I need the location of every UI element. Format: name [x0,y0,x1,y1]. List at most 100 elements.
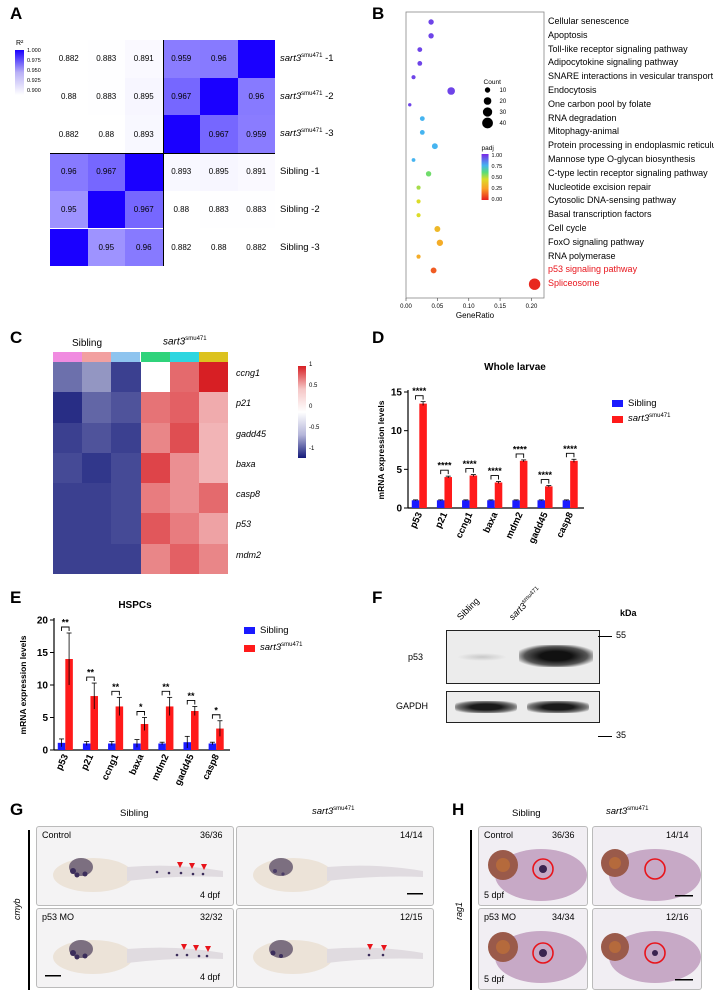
heatmap-sample-bar [140,352,170,362]
panel-label-f: F [372,588,383,607]
go-point [411,158,416,162]
corr-cell: 0.882 [162,228,200,267]
sig-bracket [490,475,499,480]
y-tick-label: 5 [42,713,48,724]
heatmap-legend-ticks: 1 0.5 0 -0.5 -1 [309,362,333,462]
heatmap-cell [169,513,200,545]
corr-row-label: sart3smu471 -2 [280,90,334,102]
x-tick-label: ccng1 [100,752,122,782]
go-count-title: Count [484,79,502,86]
y-tick-label: 15 [37,648,49,659]
heatmap-cell [198,452,229,484]
heatmap-cell [82,452,112,484]
corr-divider-v [162,40,164,266]
heatmap-sample-bar [53,352,83,362]
g-image-mo-sibling [36,908,234,988]
heatmap-cell [53,422,83,454]
g-label-control: Control [42,830,72,840]
h-side-label: rag1 [454,901,464,920]
heatmap-cell [169,362,200,393]
heatmap-legend-tick: 0 [309,404,313,410]
h-age-mo: 5 dpf [484,974,505,984]
g-label-mo: p53 MO [42,912,75,922]
bar-mutant [519,460,528,508]
corr-cell: 0.882 [50,115,88,154]
heatmap-cell [111,362,141,393]
correlation-matrix: 0.882 0.883 0.891 0.959 0.96 0.88 0.883 0.895 0.… [50,40,275,267]
go-term-label: Cell cycle [548,223,587,233]
bar-sibling [462,500,470,508]
x-tick-label: casp8 [201,753,222,782]
heatmap-cell [198,392,229,424]
blot-p53-band-box [446,630,600,684]
heatmap-row-label: casp8 [236,489,261,500]
go-xtick-label: 0.00 [400,304,412,310]
go-term-label: FoxO signaling pathway [548,236,645,247]
bar-sibling [108,743,116,750]
heatmap-row-label: gadd45 [236,428,267,439]
heatmap-cell [140,362,171,393]
go-term-label: Adipocytokine signaling pathway [548,57,679,68]
legend-e-sibling-swatch [244,627,255,634]
sig-label: **** [538,470,553,480]
corr-row-label: Sibling -1 [280,166,320,178]
sig-label: **** [563,444,578,454]
y-tick-label: 10 [391,426,403,437]
blot-lane-mutant: sart3smu471 [506,585,541,622]
x-tick-label: p53 [54,753,71,772]
go-point [419,129,425,135]
go-padj-bar [481,154,489,200]
heatmap-sample-bar [82,352,112,362]
panel-label-b: B [372,4,385,23]
corr-cell: 0.95 [87,228,125,267]
heatmap-row-label: p21 [236,398,252,409]
h-image-mo-mutant [592,908,702,990]
blot-marker-55: 55 [616,630,627,640]
heatmap-legend-bar [298,366,306,458]
heatmap-cell [82,483,112,514]
legend-d-sibling-swatch [612,400,623,407]
sig-bracket [211,714,221,719]
g-image-mo-mutant [236,908,434,988]
g-ratio-mo-sibling: 32/32 [200,912,223,922]
go-term-label: Mannose type O-glycan biosynthesis [548,154,696,164]
x-tick-label: p21 [79,752,96,772]
heatmap-legend-tick: 1 [309,362,313,368]
sig-bracket [465,468,474,473]
go-padj-title: padj [482,145,494,152]
go-term-label: RNA polymerase [548,250,616,261]
bar-mutant [419,403,427,508]
blot-marker-55-tick [598,636,612,637]
go-point [416,254,421,259]
corr-cell [87,190,125,229]
go-point [436,239,444,246]
go-term-label: Basal transcription factors [548,209,652,220]
go-xtick-label: 0.10 [463,304,475,310]
panel-label-d: D [372,328,385,347]
y-tick-label: 0 [396,504,402,515]
r2-legend-title: R² [16,40,24,47]
sig-bracket [540,479,550,484]
heatmap-cell [198,422,229,454]
legend-d-sibling-label: Sibling [628,398,657,409]
g-col-mutant: sart3smu471 [312,806,355,818]
r2-legend-tick: 1.000 [27,48,41,54]
corr-cell: 0.88 [87,115,125,154]
heatmap-cell [82,422,112,454]
sig-bracket [161,690,171,696]
bar-sibling [436,500,445,508]
y-axis-label: mRNA expression levels [376,400,386,499]
go-point [416,199,421,204]
go-padj-tick: 1.00 [492,153,503,159]
blot-gapdh-label: GAPDH [396,701,429,711]
go-count-legend-dot [482,117,493,129]
heatmap-cell [169,543,200,575]
heatmap-cell [111,392,141,424]
heatmap-cell [111,513,141,545]
go-point [425,171,432,177]
go-term-label: Endocytosis [548,85,597,95]
y-tick-label: 10 [37,681,49,692]
corr-cell: 0.895 [125,77,163,116]
go-term-label: RNA degradation [548,112,617,123]
